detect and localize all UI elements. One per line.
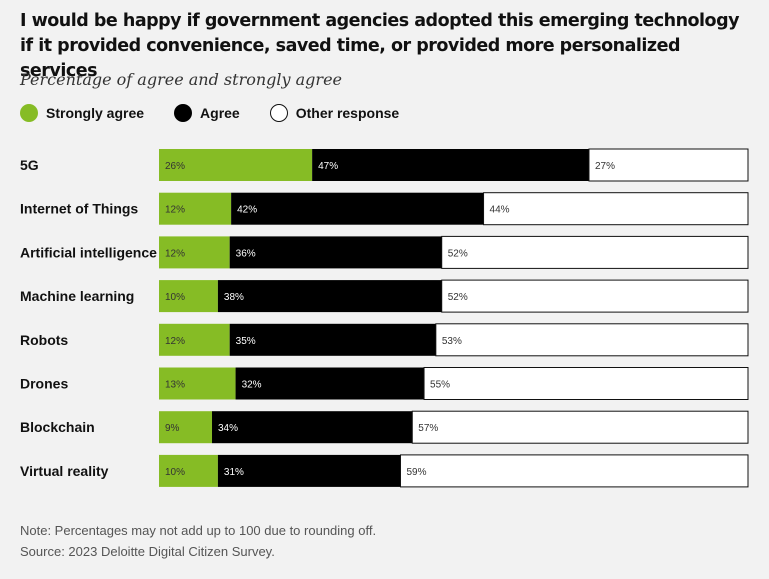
data-label-other-response-internet-of-things: 44%	[490, 205, 510, 216]
category-label-machine-learning: Machine learning	[20, 288, 134, 304]
category-label-5g: 5G	[20, 157, 39, 173]
data-label-agree-drones: 32%	[242, 380, 262, 391]
data-label-strongly-agree-blockchain: 9%	[165, 423, 180, 434]
category-label-blockchain: Blockchain	[20, 419, 95, 435]
data-label-agree-blockchain: 34%	[218, 423, 238, 434]
data-label-agree-virtual-reality: 31%	[224, 467, 244, 478]
data-label-strongly-agree-internet-of-things: 12%	[165, 205, 185, 216]
data-label-strongly-agree-5g: 26%	[165, 161, 185, 172]
legend-swatch-agree	[174, 104, 193, 122]
bar-other-response-5g	[588, 148, 749, 182]
bar-strongly-agree-drones	[159, 367, 236, 400]
data-label-agree-artificial-intelligence: 36%	[236, 248, 256, 259]
bar-agree-internet-of-things	[231, 192, 484, 225]
data-label-other-response-drones: 55%	[430, 380, 450, 391]
legend: Strongly agree Agree Other response	[20, 102, 429, 124]
bar-other-response-virtual-reality	[399, 454, 749, 488]
bar-other-response-internet-of-things	[483, 192, 749, 226]
bar-agree-blockchain	[212, 411, 413, 444]
legend-item-agree: Agree	[174, 104, 240, 122]
legend-label-other-response: Other response	[295, 105, 400, 121]
bar-strongly-agree-blockchain	[159, 411, 213, 444]
data-label-agree-5g: 47%	[318, 161, 338, 172]
bar-agree-virtual-reality	[217, 454, 401, 487]
bar-strongly-agree-machine-learning	[159, 280, 218, 313]
bar-strongly-agree-virtual-reality	[159, 454, 218, 487]
legend-label-agree: Agree	[200, 105, 240, 121]
data-label-strongly-agree-artificial-intelligence: 12%	[165, 248, 185, 259]
bar-strongly-agree-artificial-intelligence	[159, 236, 230, 269]
category-label-internet-of-things: Internet of Things	[20, 201, 138, 217]
bar-strongly-agree-robots	[159, 323, 230, 356]
bar-other-response-robots	[435, 323, 749, 357]
category-label-robots: Robots	[20, 332, 68, 348]
data-label-other-response-robots: 53%	[442, 336, 462, 347]
data-label-other-response-virtual-reality: 59%	[406, 467, 426, 478]
bar-agree-5g	[312, 149, 589, 181]
chart-title: I would be happy if government agencies …	[20, 11, 740, 81]
bar-agree-machine-learning	[217, 280, 442, 313]
stacked-bar-chart: 5G 26% 47% 27% Internet of Things 12% 42% 44% Ar…	[20, 148, 749, 488]
bar-strongly-agree-internet-of-things	[159, 192, 232, 225]
legend-item-other-response: Other response	[269, 104, 400, 122]
data-label-agree-internet-of-things: 42%	[237, 205, 257, 216]
data-label-agree-robots: 35%	[236, 336, 256, 347]
data-label-other-response-blockchain: 57%	[418, 423, 438, 434]
category-label-drones: Drones	[20, 376, 68, 392]
data-label-strongly-agree-machine-learning: 10%	[165, 292, 185, 303]
legend-swatch-strongly-agree	[20, 104, 38, 122]
data-label-other-response-machine-learning: 52%	[448, 292, 468, 303]
category-label-artificial-intelligence: Artificial intelligence	[20, 244, 157, 260]
legend-label-strongly-agree: Strongly agree	[46, 105, 145, 121]
data-label-agree-machine-learning: 38%	[224, 292, 244, 303]
bar-other-response-machine-learning	[441, 279, 749, 313]
bar-other-response-drones	[423, 367, 749, 400]
bar-agree-robots	[229, 323, 436, 356]
category-label-virtual-reality: Virtual reality	[20, 463, 109, 479]
data-label-other-response-artificial-intelligence: 52%	[448, 248, 468, 259]
data-label-other-response-5g: 27%	[595, 161, 615, 172]
bar-strongly-agree-5g	[159, 149, 313, 181]
data-label-strongly-agree-robots: 12%	[165, 336, 185, 347]
bar-agree-artificial-intelligence	[229, 236, 442, 269]
legend-item-strongly-agree: Strongly agree	[20, 104, 144, 122]
data-label-strongly-agree-virtual-reality: 10%	[165, 467, 185, 478]
bar-other-response-blockchain	[411, 410, 749, 444]
footnote: Note: Percentages may not add up to 100 …	[20, 523, 377, 538]
source-note: Source: 2023 Deloitte Digital Citizen Su…	[20, 544, 275, 559]
chart-subtitle: Percentage of agree and strongly agree	[20, 70, 343, 89]
bar-agree-drones	[235, 367, 425, 400]
data-label-strongly-agree-drones: 13%	[165, 380, 185, 391]
bar-other-response-artificial-intelligence	[441, 235, 749, 269]
legend-swatch-other-response	[269, 104, 288, 122]
